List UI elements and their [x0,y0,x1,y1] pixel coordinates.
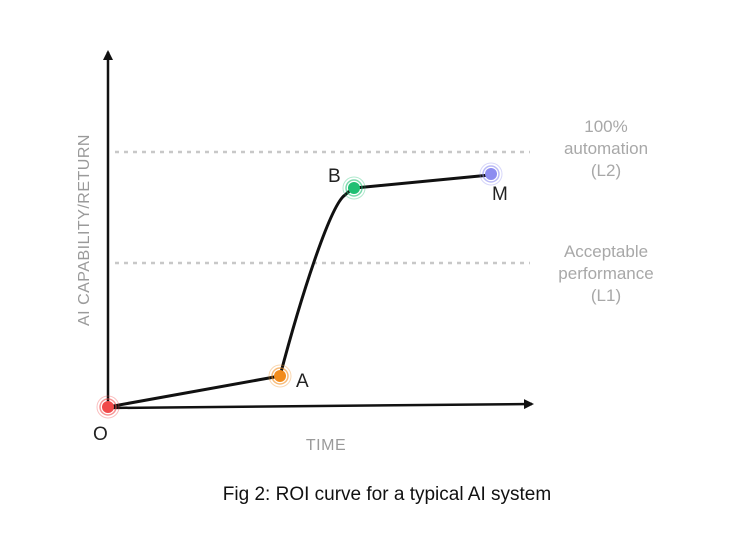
l2-label-line-1: 100% [584,117,627,136]
point-m-marker [485,168,497,180]
point-b-label: B [328,166,341,187]
point-o-label: O [93,424,108,445]
x-axis [107,399,534,410]
point-m-label: M [492,184,508,205]
x-axis-label: TIME [306,437,346,454]
l2-label-line-2: automation [564,139,648,158]
point-o [96,395,120,419]
l2-label: 100% automation (L2) [564,117,648,180]
point-b [342,176,366,200]
point-a [268,364,292,388]
point-m [479,162,503,186]
point-o-marker [102,401,114,413]
l1-label-line-2: performance [558,264,653,283]
l1-label-line-1: Acceptable [564,242,648,261]
y-axis-label: AI CAPABILITY/RETURN [76,134,93,326]
point-a-label: A [296,371,309,392]
l1-label-line-3: (L1) [591,286,621,305]
figure-caption: Fig 2: ROI curve for a typical AI system [223,484,551,505]
point-a-marker [274,370,286,382]
point-b-marker [348,182,360,194]
l1-label: Acceptable performance (L1) [558,242,653,305]
l2-label-line-3: (L2) [591,161,621,180]
